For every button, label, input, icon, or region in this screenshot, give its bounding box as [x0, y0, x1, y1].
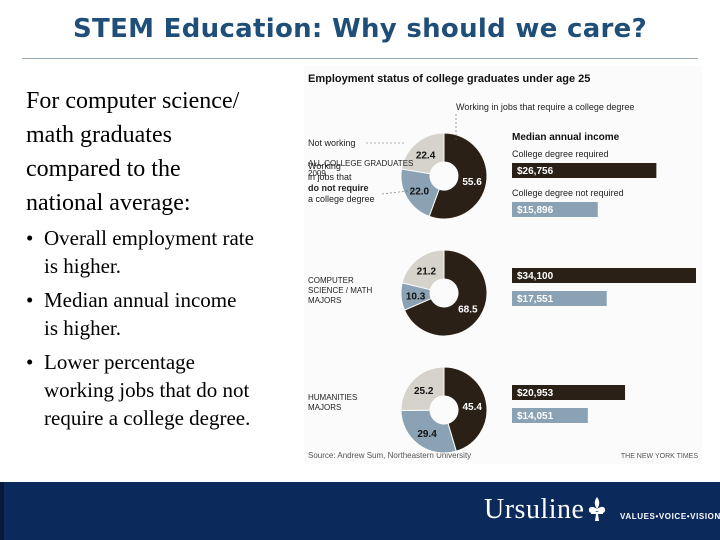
- income-label-not-required: $17,551: [517, 294, 554, 305]
- callout-no-degree-job: in jobs that: [308, 172, 352, 182]
- pie-slice-no-degree-job: [400, 409, 457, 454]
- bullet-income: Median annual income is higher.: [26, 286, 301, 342]
- bullet-line: Overall employment rate: [44, 226, 254, 250]
- footer-bar: [0, 482, 720, 540]
- callout-requires-degree: Working in jobs that require a college d…: [456, 102, 634, 112]
- intro-line: math graduates: [26, 122, 172, 148]
- income-bar-not-required: [512, 202, 598, 217]
- tagline: VALUES•VOICE•VISION: [620, 512, 720, 521]
- pie-value-label: 25.2: [414, 386, 434, 397]
- pie-slice-require-degree: [428, 132, 488, 220]
- chart-credit: THE NEW YORK TIMES: [621, 453, 698, 460]
- callout-no-degree-job: a college degree: [308, 194, 375, 204]
- group-label: HUMANITIES: [308, 393, 357, 402]
- title-rule: [22, 58, 698, 59]
- income-bar-required: [512, 163, 657, 178]
- pie-value-label: 10.3: [406, 291, 426, 302]
- callout-no-degree-job: do not require: [308, 183, 369, 193]
- income-bar-required: [512, 268, 696, 283]
- pie-slice-not-working: [400, 132, 445, 175]
- intro-text: For computer science/ math graduates com…: [26, 84, 296, 220]
- group-label: MAJORS: [308, 296, 341, 305]
- group-label: 2009: [308, 169, 326, 178]
- income-label-required: $26,756: [517, 166, 554, 177]
- pie-slice-not-working: [401, 249, 445, 291]
- pie-value-label: 22.4: [416, 150, 436, 161]
- bullet-list: Overall employment rate is higher. Media…: [26, 224, 301, 438]
- bullet-lower-percentage: Lower percentage working jobs that do no…: [26, 348, 301, 432]
- bullet-line: require a college degree.: [44, 406, 251, 430]
- bullet-line: Lower percentage: [44, 350, 195, 374]
- group-label: MAJORS: [308, 403, 341, 412]
- group-label: COMPUTER: [308, 276, 354, 285]
- bullet-line: is higher.: [44, 254, 121, 278]
- pie-value-label: 21.2: [417, 267, 437, 278]
- bullet-line: Median annual income: [44, 288, 237, 312]
- income-heading: Median annual income: [512, 132, 620, 143]
- chart-title: Employment status of college graduates u…: [308, 73, 590, 85]
- intro-line: For computer science/: [26, 88, 240, 114]
- callout-no-degree-job: Working: [308, 161, 341, 171]
- pie-slice-require-degree: [403, 249, 488, 337]
- bullet-employment: Overall employment rate is higher.: [26, 224, 301, 280]
- pie-value-label: 45.4: [462, 402, 482, 413]
- income-bar-required: [512, 385, 626, 400]
- income-label-not-required: $14,051: [517, 411, 554, 422]
- income-label-required: $20,953: [517, 388, 554, 399]
- chart-source: Source: Andrew Sum, Northeastern Univers…: [308, 451, 471, 460]
- group-label: ALL COLLEGE GRADUATES: [308, 159, 413, 168]
- slide-title: STEM Education: Why should we care?: [73, 14, 647, 44]
- ursuline-logo: Ursuline: [484, 494, 585, 525]
- bullet-line: working jobs that do not: [44, 378, 250, 402]
- bullet-line: is higher.: [44, 316, 121, 340]
- pie-value-label: 55.6: [462, 177, 482, 188]
- employment-chart-svg: Employment status of college graduates u…: [308, 73, 698, 460]
- callout-leader-line: [381, 189, 417, 195]
- income-label-not-required: $15,896: [517, 205, 554, 216]
- income-label-required: $34,100: [517, 271, 554, 282]
- group-label: SCIENCE / MATH: [308, 286, 373, 295]
- income-subheading-required: College degree required: [512, 149, 609, 159]
- callout-not-working: Not working: [308, 138, 356, 148]
- income-subheading-not-required: College degree not required: [512, 188, 624, 198]
- intro-line: compared to the: [26, 156, 181, 182]
- employment-chart: Employment status of college graduates u…: [304, 66, 702, 464]
- pie-value-label: 22.0: [410, 186, 430, 197]
- pie-slice-require-degree: [443, 366, 488, 452]
- income-bar-not-required: [512, 408, 588, 423]
- footer-edge: [0, 482, 4, 540]
- fleur-de-lis-icon: [588, 497, 606, 521]
- income-bar-not-required: [512, 291, 607, 306]
- pie-value-label: 68.5: [458, 305, 478, 316]
- intro-line: national average:: [26, 190, 191, 216]
- pie-slice-not-working: [400, 366, 445, 412]
- pie-value-label: 29.4: [417, 429, 437, 440]
